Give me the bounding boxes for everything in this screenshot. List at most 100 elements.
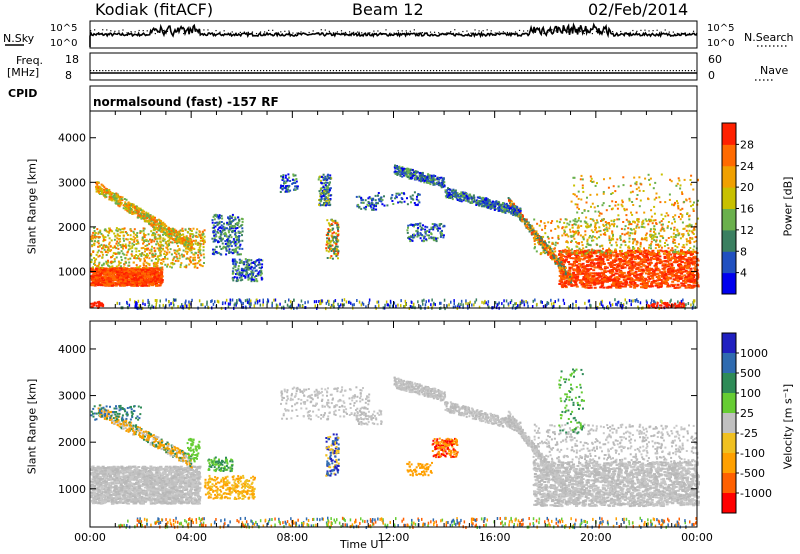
power-cell [639,273,643,276]
power-cell [580,198,583,201]
nsearch-point [219,31,221,33]
power-cell [96,241,99,244]
power-cell [647,262,650,265]
power-cell [203,256,206,259]
power-cell [619,254,623,257]
power-cell [166,240,169,243]
nsearch-point [348,31,351,33]
power-cell [172,257,175,260]
power-cell [584,230,587,233]
power-cell [94,259,96,262]
nave-point [469,70,471,72]
power-cell [198,234,201,237]
power-cell [568,249,572,252]
power-cell [580,241,583,244]
nave-point [493,70,495,72]
power-cell [134,257,137,260]
power-cell [98,263,101,266]
power-cell [542,235,545,238]
power-cell [137,242,140,245]
power-cell [569,220,572,223]
nsearch-point [583,32,585,35]
power-cell [655,240,657,243]
power-cell [100,284,103,287]
power-cell [166,248,169,251]
power-cell [685,267,689,270]
power-cell [140,211,143,214]
power-cell [576,273,580,276]
power-cell [561,227,564,230]
power-cell [628,251,632,254]
power-cell [611,274,615,277]
power-cell [152,223,155,226]
power-cell [614,204,617,207]
power-cell [113,232,116,235]
power-cell [584,272,588,275]
cpid-strip-frame [89,85,698,112]
nsearch-point [603,31,606,33]
power-cell [542,246,545,249]
power-cell [689,179,692,181]
power-cell [158,279,162,282]
power-cell [133,255,136,258]
power-cell [122,231,125,234]
power-cell [627,227,630,230]
power-cell [198,242,201,245]
power-cell [580,225,583,227]
power-cell [153,268,157,271]
power-cell [106,245,109,248]
power-cell [143,257,146,260]
power-cell [577,197,580,200]
power-cell [178,232,181,235]
nave-point [502,70,504,72]
power-cell [558,262,561,265]
power-cell [203,239,206,242]
power-cell [138,253,141,256]
nave-point [581,70,583,72]
power-cell [146,219,149,222]
nave-point [414,70,416,72]
power-cell [542,251,545,254]
nave-point [648,70,650,72]
nsearch-point [195,30,197,33]
power-cell [556,242,559,245]
power-cell [153,261,156,264]
power-cell [138,250,141,252]
power-cell [133,267,137,270]
power-cell [674,241,677,244]
power-cell [652,219,655,222]
power-cell [118,270,121,273]
power-cell [195,252,198,255]
power-cell [611,238,614,241]
power-cell [104,187,107,190]
power-cell [136,241,139,244]
nsearch-point [563,29,565,31]
power-cell [600,282,604,285]
power-cell [199,259,202,262]
nsearch-point [154,32,156,35]
nave-point [530,70,532,72]
power-cell [185,235,188,238]
power-cell [111,198,114,201]
power-cell [108,274,112,277]
power-cell [182,249,185,252]
power-cell [655,223,658,225]
power-cell [103,188,105,191]
power-cell [117,264,120,267]
power-cell [143,272,147,275]
power-cell [157,229,160,232]
power-cell [562,270,565,273]
power-cell [121,282,125,285]
power-cell [580,249,583,252]
power-cell [182,233,185,236]
power-cell [599,253,603,256]
power-cell [176,240,179,243]
power-cell [166,243,169,246]
nave-point [360,70,362,72]
power-cell [121,243,124,246]
power-cell [198,250,201,253]
power-cell [163,223,166,226]
power-cell [150,267,154,270]
power-cell [131,246,134,249]
